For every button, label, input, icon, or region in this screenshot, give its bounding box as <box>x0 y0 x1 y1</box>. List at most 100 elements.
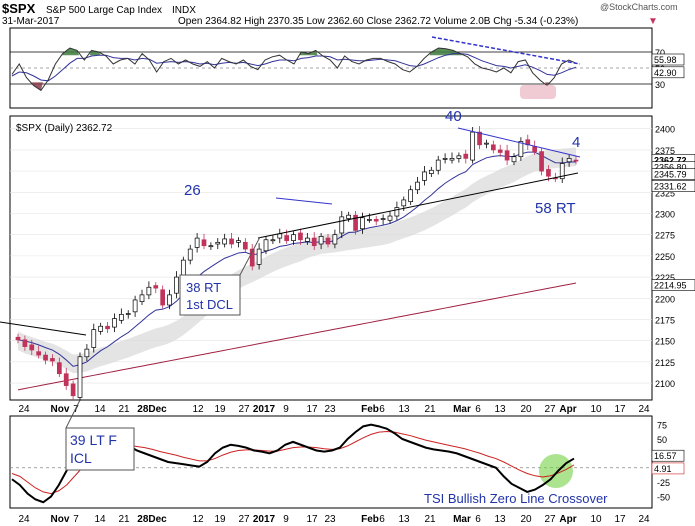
tsi-crossover-highlight <box>539 454 573 488</box>
candle <box>360 212 365 234</box>
price-badge-text: 2345.79 <box>654 170 687 180</box>
trading-band <box>18 147 576 374</box>
candle <box>408 185 414 206</box>
date-tick-label: Mar <box>453 404 471 415</box>
ema-long-line <box>17 282 577 391</box>
price-tick-label: 2150 <box>655 337 675 347</box>
rising-trend-line <box>257 172 579 239</box>
date-tick-label: 27 <box>238 514 250 525</box>
price-badge <box>651 180 695 192</box>
candle <box>346 211 352 222</box>
candle <box>463 149 469 164</box>
price-tick-label: 2100 <box>655 379 675 389</box>
date-tick-label: 20 <box>520 404 532 415</box>
date-tick-label: 19 <box>214 404 226 415</box>
candle <box>208 242 214 250</box>
date-tick-label: Mar <box>453 514 471 525</box>
candle <box>84 344 90 362</box>
date-tick-label: 13 <box>494 514 506 525</box>
candles-group <box>15 126 579 401</box>
date-tick-label: 13 <box>398 404 410 415</box>
chevron-down-icon[interactable]: ▼ <box>648 16 658 27</box>
rsi-signal-line <box>11 53 577 82</box>
date-tick-label: 9 <box>283 514 289 525</box>
candle <box>91 323 97 353</box>
candle <box>380 214 386 225</box>
date-tick-label: 10 <box>590 514 602 525</box>
date-tick-label: 20 <box>520 514 532 525</box>
candle <box>428 166 434 178</box>
date-tick-label: 21 <box>118 404 130 415</box>
rsi-tick-label: 70 <box>655 48 665 58</box>
date-tick-label: 28Dec <box>137 404 167 415</box>
date-tick-label: 13 <box>494 404 506 415</box>
candle <box>167 289 172 310</box>
price-tick-label: 2200 <box>655 294 675 304</box>
date-tick-label: 23 <box>324 514 336 525</box>
candle <box>146 281 152 300</box>
candle <box>518 137 524 161</box>
tsi-value-text: 16.57 <box>654 451 677 461</box>
resistance-line <box>457 127 581 158</box>
candle <box>311 232 317 250</box>
price-title: $SPX (Daily) 2362.72 <box>16 123 113 134</box>
date-tick-label: Feb <box>361 514 379 525</box>
candle <box>415 177 420 194</box>
candle <box>387 210 393 224</box>
candle <box>229 232 234 249</box>
tsi-note: TSI Bullish Zero Line Crossover <box>424 491 608 506</box>
exchange-label: INDX <box>172 5 196 16</box>
date-tick-label: 14 <box>94 514 106 525</box>
date-tick-label: 2017 <box>253 514 276 525</box>
price-tick-label: 2325 <box>655 188 675 198</box>
candle <box>43 351 48 365</box>
date-tick-label: 19 <box>214 514 226 525</box>
date-tick-label: 7 <box>73 514 79 525</box>
date-tick-label: 17 <box>614 514 626 525</box>
candle <box>504 144 510 166</box>
date-tick-label: 2017 <box>253 404 276 415</box>
candle <box>470 127 476 164</box>
date-tick-label: 23 <box>324 404 336 415</box>
candle <box>56 357 62 378</box>
price-badge-text: 2356.80 <box>654 163 687 173</box>
price-tick-label: 2400 <box>655 125 675 135</box>
candle <box>63 367 69 390</box>
candle <box>22 335 28 351</box>
candle <box>256 243 262 270</box>
date-tick-label: 7 <box>73 404 79 415</box>
tsi-value-badge <box>651 462 685 475</box>
candle <box>139 289 145 306</box>
rsi-resistance-dashed <box>431 36 581 65</box>
tsi-tick-label: -25 <box>657 478 670 488</box>
candle <box>566 154 572 167</box>
annotation-box-38rt: 38 RT 1st DCL <box>179 236 261 316</box>
date-tick-label: 27 <box>238 404 250 415</box>
candle <box>15 333 21 344</box>
date-label: 31-Mar-2017 <box>2 16 60 27</box>
candle <box>112 313 117 333</box>
date-tick-label: 24 <box>638 514 650 525</box>
price-badge-text: 2331.62 <box>654 182 687 192</box>
candle <box>249 244 255 271</box>
date-tick-label: 6 <box>475 404 481 415</box>
candle <box>490 140 496 154</box>
rsi-value-text: 55.98 <box>654 55 677 65</box>
candle <box>442 153 448 164</box>
symbol-label: $SPX <box>2 1 36 16</box>
rsi-value-badge <box>651 53 685 66</box>
date-tick-label: 10 <box>590 404 602 415</box>
ema-short-line <box>17 151 577 367</box>
cycle-label-4: 4 <box>572 134 580 151</box>
candle <box>50 354 55 367</box>
price-tick-label: 2300 <box>655 209 675 219</box>
candle <box>153 282 159 294</box>
price-tick-label: 2225 <box>655 273 675 283</box>
candle <box>318 232 324 250</box>
watermark: @StockCharts.com <box>600 2 678 12</box>
candle <box>270 235 276 245</box>
box2-line1: 39 LT F <box>70 432 117 448</box>
cycle-label-58rt: 58 RT <box>535 200 576 217</box>
candle <box>105 322 110 334</box>
